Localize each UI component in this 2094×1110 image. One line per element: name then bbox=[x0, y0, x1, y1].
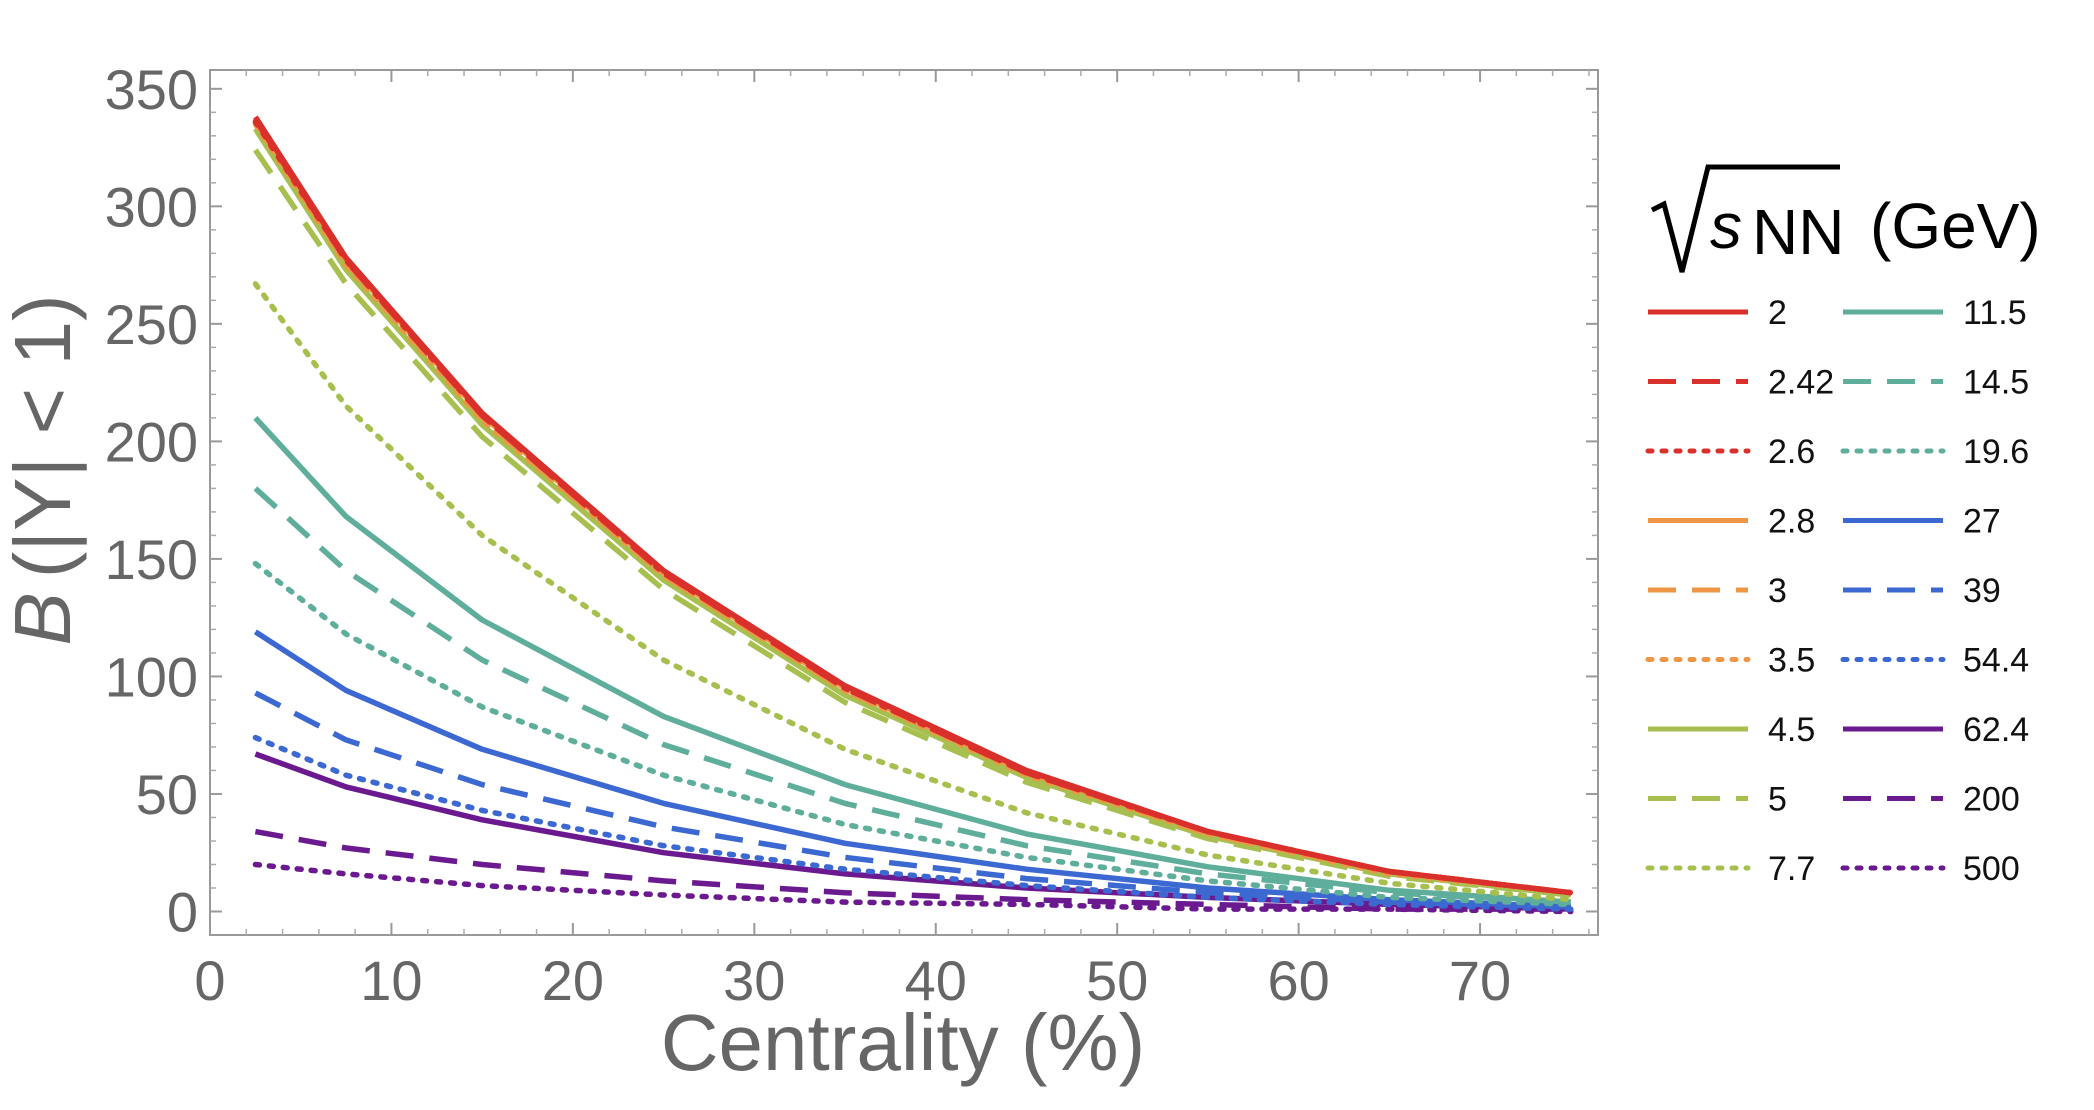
y-tick-label: 50 bbox=[136, 763, 198, 826]
x-tick-label: 60 bbox=[1267, 949, 1329, 1012]
legend-label: 19.6 bbox=[1963, 433, 2029, 471]
legend-label: 2.6 bbox=[1768, 433, 1815, 471]
x-tick-label: 10 bbox=[360, 949, 422, 1012]
legend-item: 62.4 bbox=[1843, 711, 2029, 749]
legend-title-symbol: s bbox=[1710, 190, 1742, 262]
legend-title-subscript: NN bbox=[1752, 196, 1844, 268]
series-line-27 bbox=[253, 629, 1571, 910]
legend-item: 2.6 bbox=[1645, 433, 1815, 471]
legend-label: 27 bbox=[1963, 503, 2001, 541]
series-line-500 bbox=[252, 861, 1574, 915]
legend-item: 54.4 bbox=[1840, 642, 2029, 680]
plot-border bbox=[209, 69, 1599, 936]
legend-item: 2.42 bbox=[1648, 364, 1834, 402]
legend-label: 54.4 bbox=[1963, 642, 2029, 680]
x-tick-label: 20 bbox=[542, 949, 604, 1012]
x-tick-label: 40 bbox=[905, 949, 967, 1012]
y-axis-title: B (|Y| < 1) bbox=[0, 294, 87, 645]
x-tick-label: 70 bbox=[1449, 949, 1511, 1012]
legend-item: 200 bbox=[1843, 781, 2020, 819]
legend-item: 27 bbox=[1843, 503, 2001, 541]
y-tick-label: 100 bbox=[105, 645, 198, 708]
legend-item: 2.8 bbox=[1648, 503, 1815, 541]
series-line-2 bbox=[253, 115, 1572, 896]
legend-label: 5 bbox=[1768, 781, 1787, 819]
legend-label: 7.7 bbox=[1768, 850, 1815, 888]
legend-item: 2 bbox=[1648, 294, 1787, 332]
legend-label: 39 bbox=[1963, 572, 2001, 610]
legend-item: 3 bbox=[1648, 572, 1787, 610]
series-line-54.4 bbox=[252, 734, 1574, 912]
legend-label: 3.5 bbox=[1768, 642, 1815, 680]
legend-item: 14.5 bbox=[1843, 364, 2029, 402]
x-tick-label: 50 bbox=[1086, 949, 1148, 1012]
legend-label: 2.8 bbox=[1768, 503, 1815, 541]
series-line-14.5 bbox=[253, 486, 1571, 905]
axis-ticks: 0 10 20 30 40 50 60 70 0 50 100 150 200 250 300 350 bbox=[105, 58, 1598, 1012]
legend-item: 500 bbox=[1840, 850, 2020, 888]
y-tick-label: 150 bbox=[105, 528, 198, 591]
legend-item: 5 bbox=[1648, 781, 1787, 819]
y-tick-label: 250 bbox=[105, 293, 198, 356]
y-axis-title-rest: (|Y| < 1) bbox=[0, 294, 87, 578]
legend-label: 4.5 bbox=[1768, 711, 1815, 749]
legend-item: 39 bbox=[1843, 572, 2001, 610]
legend-item: 19.6 bbox=[1840, 433, 2029, 471]
sqrt-symbol bbox=[1650, 164, 1840, 273]
series-line-39 bbox=[254, 690, 1571, 910]
y-tick-label: 300 bbox=[105, 175, 198, 238]
legend: 2 2.42 2.6 2.8 3 3.5 4.5 5 7.7 11.5 14.5 19.6 27 39 54… bbox=[1645, 294, 2029, 888]
legend-label: 14.5 bbox=[1963, 364, 2029, 402]
y-tick-label: 350 bbox=[105, 58, 198, 121]
legend-label: 2.42 bbox=[1768, 364, 1834, 402]
x-axis-title: Centrality (%) bbox=[661, 998, 1146, 1087]
x-tick-label: 0 bbox=[194, 949, 225, 1012]
legend-label: 500 bbox=[1963, 850, 2020, 888]
legend-label: 62.4 bbox=[1963, 711, 2029, 749]
legend-item: 3.5 bbox=[1645, 642, 1815, 680]
series-line-200 bbox=[254, 828, 1571, 912]
legend-item: 7.7 bbox=[1645, 850, 1815, 888]
series-line-5 bbox=[253, 148, 1572, 898]
series-line-19.6 bbox=[252, 560, 1574, 908]
legend-item: 4.5 bbox=[1648, 711, 1815, 749]
legend-item: 11.5 bbox=[1843, 294, 2027, 332]
series-line-4.5 bbox=[253, 127, 1572, 898]
y-axis-title-var: B bbox=[0, 592, 87, 645]
y-tick-label: 200 bbox=[105, 410, 198, 473]
plot-frame bbox=[209, 69, 1599, 936]
x-tick-label: 30 bbox=[723, 949, 785, 1012]
legend-label: 2 bbox=[1768, 294, 1787, 332]
y-tick-label: 0 bbox=[167, 880, 198, 943]
data-series bbox=[252, 115, 1574, 915]
legend-label: 11.5 bbox=[1963, 294, 2027, 332]
legend-title-unit: (GeV) bbox=[1870, 190, 2041, 262]
legend-label: 3 bbox=[1768, 572, 1787, 610]
series-line-7.7 bbox=[252, 281, 1574, 903]
legend-title: s NN (GeV) bbox=[1650, 164, 2041, 273]
legend-label: 200 bbox=[1963, 781, 2020, 819]
series-line-11.5 bbox=[253, 416, 1571, 905]
